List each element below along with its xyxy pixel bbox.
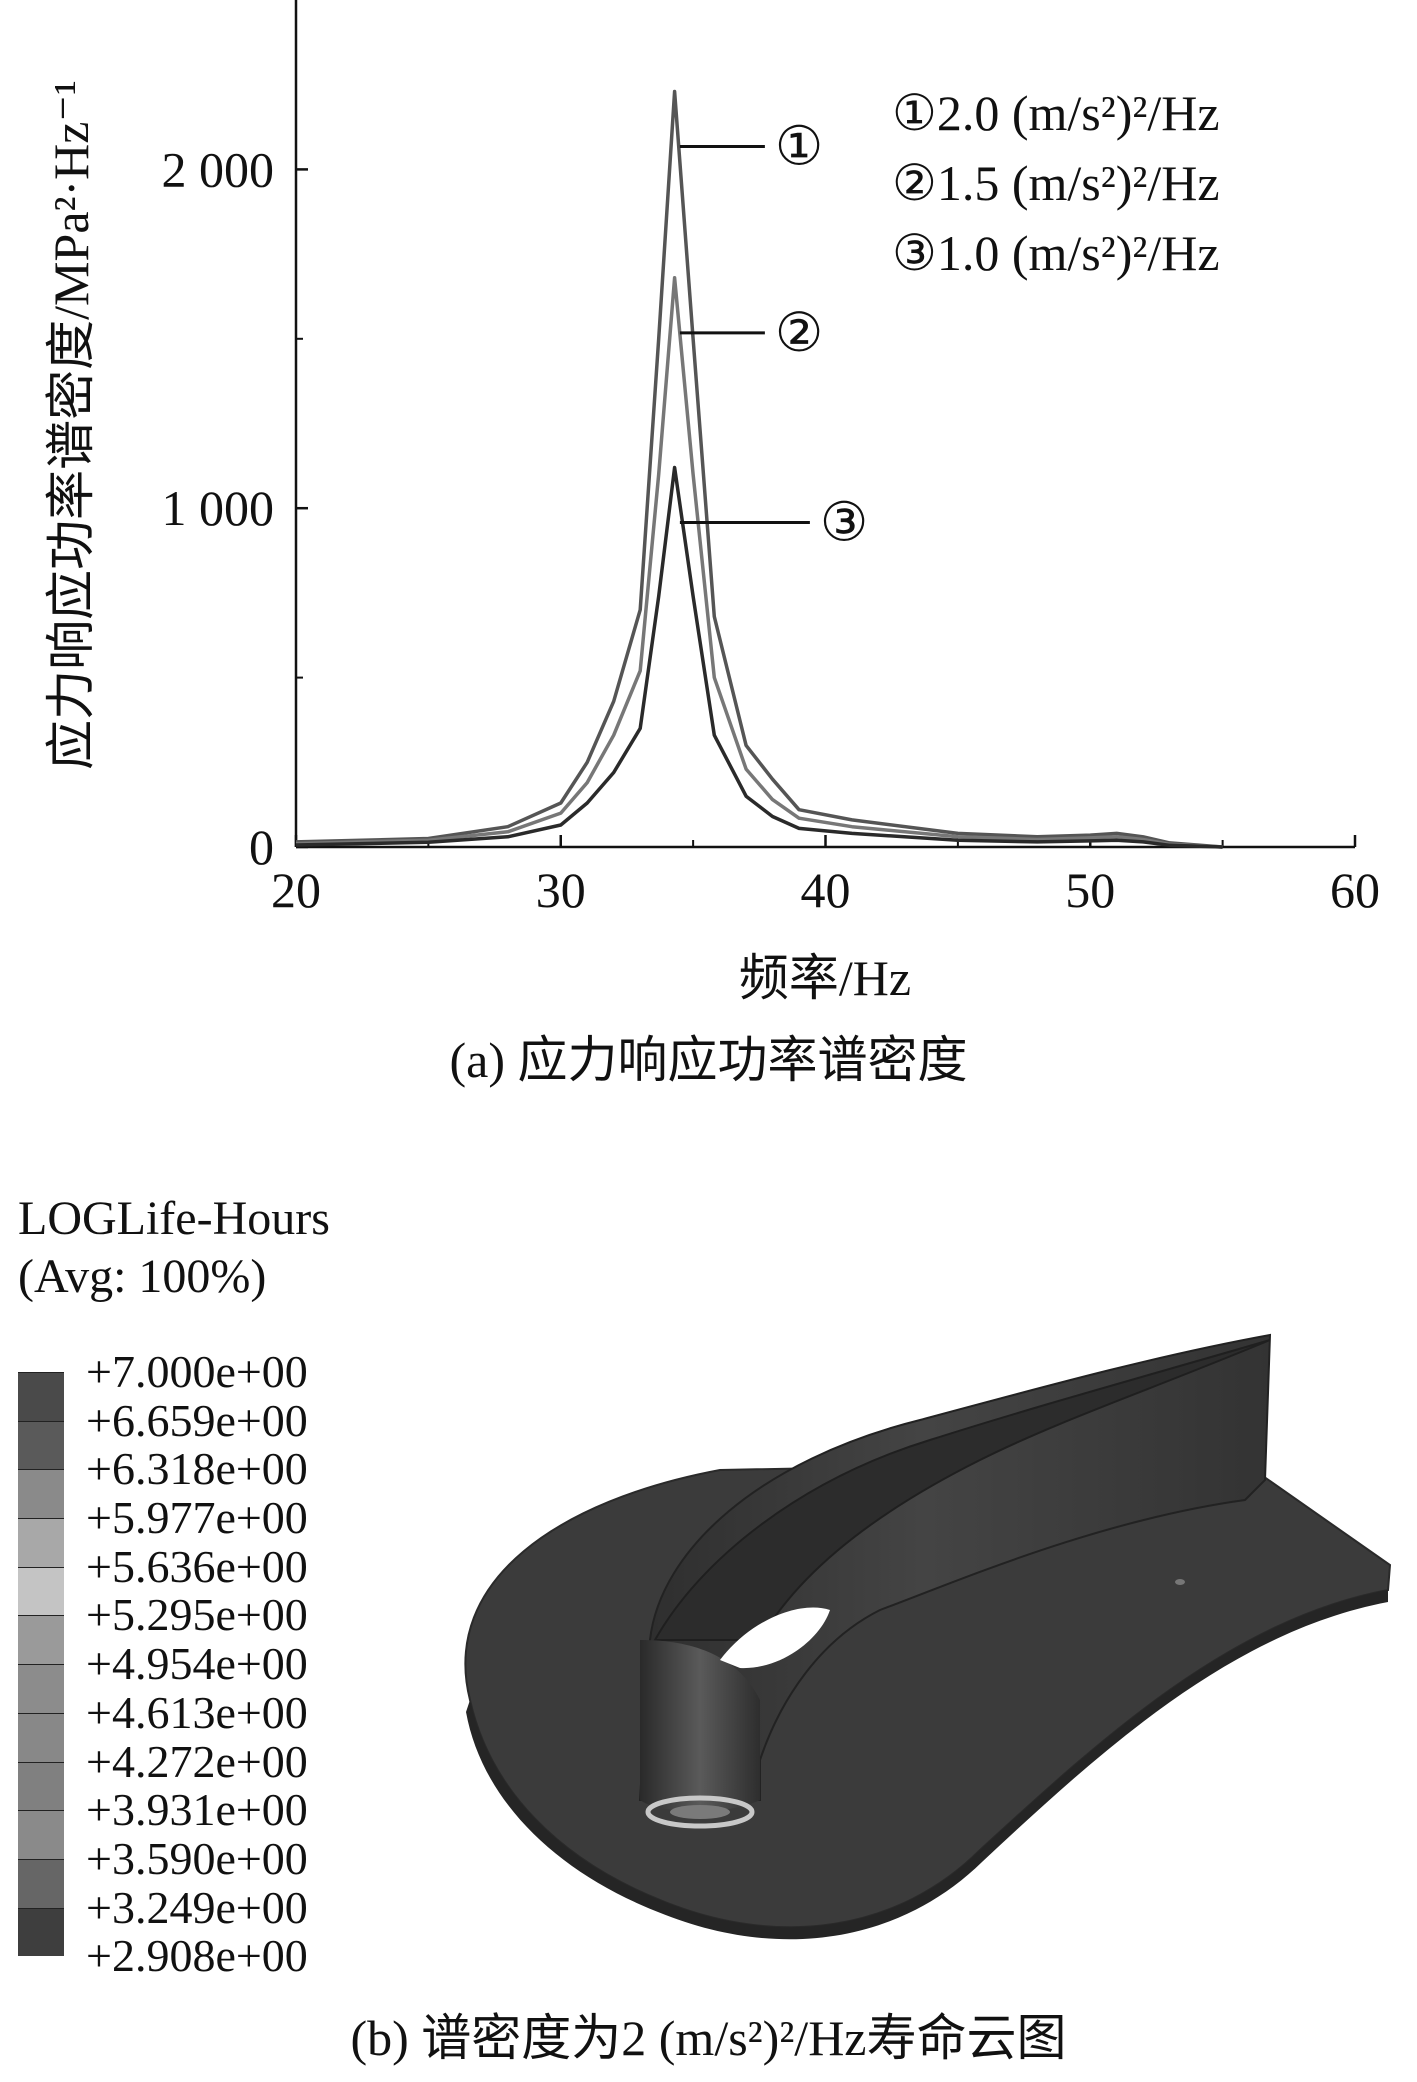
- x-tick-label: 20: [271, 862, 321, 918]
- series-line-3: [295, 465, 1223, 849]
- legend-value: +5.295e+00: [86, 1589, 308, 1641]
- y-axis-label: 应力响应功率谱密度/MPa²·Hz⁻¹: [43, 80, 99, 770]
- legend-color-swatch: [18, 1469, 64, 1519]
- curve-label-1: ①: [775, 116, 823, 176]
- legend-color-swatch: [18, 1372, 64, 1421]
- legend-entry-2: ②1.5 (m/s²)²/Hz: [892, 155, 1220, 211]
- base-plate: [464, 1458, 1392, 1929]
- wall-opening: [720, 1607, 830, 1669]
- wall-top-flap: [653, 1339, 1271, 1641]
- legend-color-swatch: [18, 1858, 64, 1908]
- psd-chart: 20 30 40 50 60 0 1 000 2 000 ① ② ③ ①2.0 (m/s²)²/…: [43, 0, 1380, 1006]
- legend-value: +6.318e+00: [86, 1443, 308, 1495]
- small-mark: [1175, 1579, 1185, 1585]
- vertical-wall: [638, 1333, 1272, 1801]
- legend-value: +3.590e+00: [86, 1832, 308, 1884]
- legend-value: +2.908e+00: [86, 1930, 308, 1982]
- legend-value: +4.613e+00: [86, 1686, 308, 1738]
- x-axis-label: 频率/Hz: [739, 950, 911, 1006]
- legend-color-swatch: [18, 1664, 64, 1713]
- legend-value: +5.636e+00: [86, 1540, 308, 1592]
- legend-color-swatch: [18, 1712, 64, 1762]
- y-ticks: 0 1 000 2 000: [162, 141, 308, 875]
- caption-a: (a) 应力响应功率谱密度: [449, 1032, 968, 1088]
- legend-entry-3: ③1.0 (m/s²)²/Hz: [892, 225, 1220, 281]
- series-line-1: [295, 89, 1223, 849]
- series-line-2: [295, 276, 1223, 849]
- legend-color-swatch: [18, 1810, 64, 1859]
- y-tick-label: 0: [249, 819, 274, 875]
- cylinder-section: [640, 1640, 760, 1812]
- legend-value: +5.977e+00: [86, 1492, 308, 1544]
- legend-value: +6.659e+00: [86, 1394, 308, 1446]
- curve-label-2: ②: [775, 303, 823, 363]
- legend-value: +4.954e+00: [86, 1638, 308, 1690]
- y-tick-label: 2 000: [162, 141, 275, 197]
- caption-b: (b) 谱密度为2 (m/s²)²/Hz寿命云图: [350, 2010, 1067, 2066]
- curve-labels: ① ② ③: [679, 116, 868, 553]
- contour-legend-title-text: LOGLife-Hours: [18, 1192, 330, 1245]
- curve-label-3: ③: [820, 493, 868, 553]
- legend-value: +3.249e+00: [86, 1881, 308, 1933]
- chart-legend: ①2.0 (m/s²)²/Hz ②1.5 (m/s²)²/Hz ③1.0 (m/s²…: [892, 85, 1220, 281]
- contour-legend-subtitle: (Avg: 100%): [18, 1250, 267, 1303]
- legend-color-swatch: [18, 1420, 64, 1470]
- x-tick-label: 50: [1065, 862, 1115, 918]
- legend-color-swatch: [18, 1566, 64, 1616]
- legend-entry-1: ①2.0 (m/s²)²/Hz: [892, 85, 1220, 141]
- hotspot-inner: [670, 1805, 730, 1819]
- x-tick-label: 30: [536, 862, 586, 918]
- series-group: [295, 89, 1223, 849]
- legend-value: +3.931e+00: [86, 1784, 308, 1836]
- legend-color-swatch: [18, 1761, 64, 1811]
- legend-color-swatch: [18, 1907, 64, 1957]
- contour-legend-title: LOGLife-Hours (Avg: 100%): [18, 1190, 330, 1306]
- legend-value: +7.000e+00: [86, 1346, 308, 1397]
- y-tick-label: 1 000: [162, 480, 275, 536]
- x-tick-label: 40: [801, 862, 851, 918]
- x-tick-label: 60: [1330, 862, 1380, 918]
- legend-value: +4.272e+00: [86, 1735, 308, 1787]
- legend-color-swatch: [18, 1615, 64, 1665]
- legend-color-swatch: [18, 1518, 64, 1567]
- plate-edge: [466, 1590, 1388, 1940]
- critical-life-hotspot: [645, 1795, 755, 1829]
